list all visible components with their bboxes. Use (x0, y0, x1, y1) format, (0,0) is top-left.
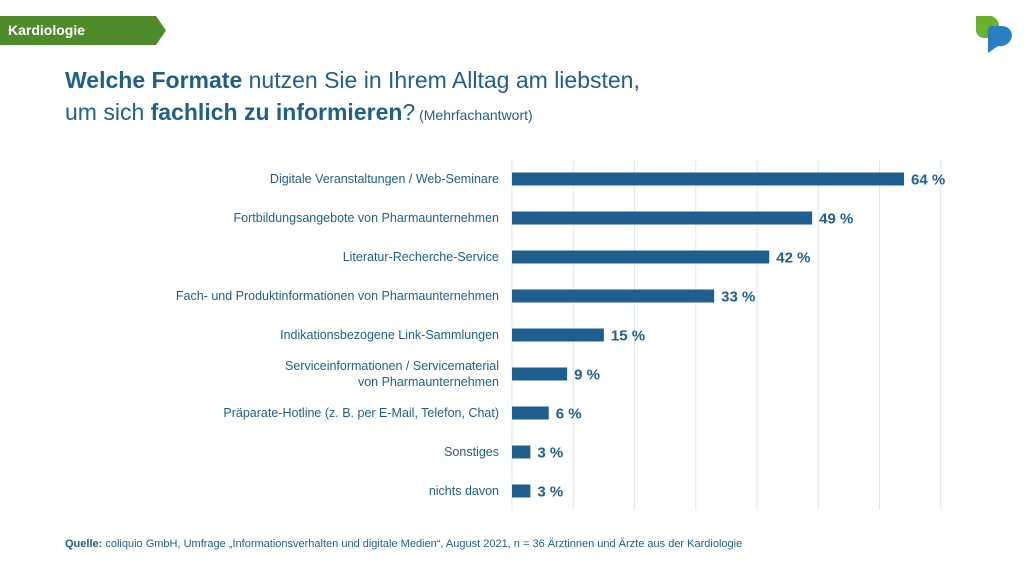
bar (512, 367, 568, 381)
title-bold-2: fachlich zu informieren (150, 99, 403, 125)
title-rest-1: nutzen Sie in Ihrem Alltag am liebsten, (242, 67, 640, 93)
bar (512, 406, 549, 420)
title-note: (Mehrfachantwort) (415, 107, 533, 123)
category-label: Sonstiges (444, 445, 499, 459)
logo-icon (976, 16, 1012, 53)
category-label: Literatur-Recherche-Service (342, 250, 499, 264)
title-end-2: ? (402, 99, 416, 125)
category-label: Präparate-Hotline (z. B. per E-Mail, Tel… (223, 406, 499, 420)
chart-title: Welche Formate nutzen Sie in Ihrem Allta… (65, 64, 640, 131)
category-label: Fach- und Produktinformationen von Pharm… (175, 289, 499, 303)
category-label: Serviceinformationen / Servicematerial v… (285, 359, 499, 389)
data-label: 6 % (556, 406, 582, 423)
category-label: Indikationsbezogene Link-Sammlungen (280, 328, 499, 342)
source-label: Quelle: (65, 538, 103, 550)
category-label: Fortbildungsangebote von Pharmaunternehm… (233, 211, 499, 225)
bar (512, 445, 531, 459)
title-start-2: um sich (65, 99, 151, 125)
bar (512, 172, 904, 186)
data-label: 9 % (574, 367, 600, 384)
bar (512, 211, 813, 225)
category-tag: Kardiologie (0, 16, 166, 45)
data-label: 42 % (776, 250, 810, 267)
data-label: 64 % (911, 172, 945, 189)
data-label: 3 % (537, 445, 563, 462)
bar (512, 328, 604, 342)
source-note: Quelle: coliquio GmbH, Umfrage „Informat… (65, 538, 742, 550)
category-tag-label: Kardiologie (8, 22, 86, 38)
bar (512, 289, 715, 303)
data-label: 3 % (537, 484, 563, 501)
category-label: nichts davon (428, 484, 499, 498)
data-label: 33 % (721, 289, 755, 306)
bar (512, 484, 531, 498)
data-label: 15 % (611, 328, 645, 345)
category-label: Digitale Veranstaltungen / Web-Seminare (269, 172, 499, 186)
bar (512, 250, 770, 264)
title-bold-1: Welche Formate (65, 67, 243, 93)
source-text: coliquio GmbH, Umfrage „Informationsverh… (102, 538, 743, 550)
data-label: 49 % (819, 211, 853, 228)
